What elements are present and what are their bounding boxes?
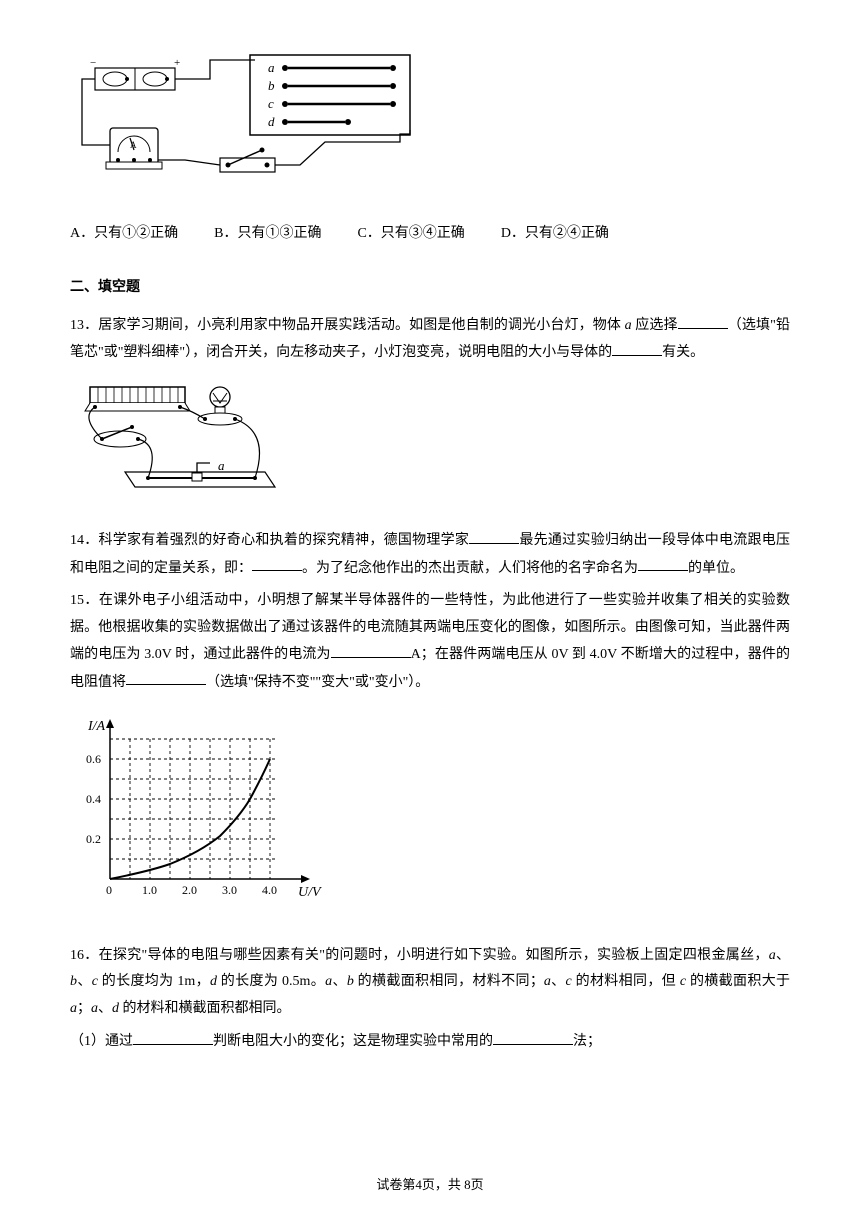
q14-p1: 14．科学家有着强烈的好奇心和执着的探究精神，德国物理学家 <box>70 533 469 548</box>
svg-text:1.0: 1.0 <box>142 883 157 897</box>
svg-text:+: + <box>174 57 180 69</box>
question-13: 13．居家学习期间，小亮利用家中物品开展实践活动。如图是他自制的调光小台灯，物体… <box>70 312 790 367</box>
option-c: C．只有③④正确 <box>357 221 464 248</box>
q14-blank-1 <box>469 527 519 544</box>
q16-sub1-tail: 法； <box>573 1034 601 1049</box>
option-b: B．只有①③正确 <box>214 221 321 248</box>
q16-sub1-blank-2 <box>493 1028 573 1045</box>
circuit-svg-2: a <box>70 377 300 497</box>
svg-text:A: A <box>130 140 137 150</box>
question-14: 14．科学家有着强烈的好奇心和执着的探究精神，德国物理学家最先通过实验归纳出一段… <box>70 527 790 582</box>
svg-text:0.6: 0.6 <box>86 752 101 766</box>
q14-p4: 的单位。 <box>688 560 744 575</box>
circuit-svg-1: a b c d − + A <box>70 50 420 190</box>
circuit-diagram-q12: a b c d − + A <box>70 50 790 201</box>
svg-text:0.4: 0.4 <box>86 792 101 806</box>
q15-p3: （选填"保持不变""变大"或"变小"）。 <box>206 674 429 689</box>
q16-sub1-pre: （1）通过 <box>70 1034 133 1049</box>
question-16-sub1: （1）通过 判断电阻大小的变化；这是物理实验中常用的 法； <box>70 1028 790 1055</box>
board-label-c: c <box>268 96 274 111</box>
q14-blank-3 <box>638 555 688 572</box>
page-footer: 试卷第4页，共 8页 <box>0 1173 860 1198</box>
svg-text:3.0: 3.0 <box>222 883 237 897</box>
q16-sub1-blank-1 <box>133 1028 213 1045</box>
iv-chart: I/A U/V 0 1.0 2.0 3.0 4.0 0.2 0.4 0.6 <box>70 706 790 923</box>
q16-p1: 16．在探究"导体的电阻与哪些因素有关"的问题时，小明进行如下实验。如图所示，实… <box>70 948 769 963</box>
svg-text:0.2: 0.2 <box>86 832 101 846</box>
x-axis-label: U/V <box>298 885 322 900</box>
q14-p3: 。为了纪念他作出的杰出贡献，人们将他的名字命名为 <box>302 560 638 575</box>
svg-text:−: − <box>90 57 96 69</box>
svg-text:0: 0 <box>106 883 112 897</box>
board-label-a: a <box>268 60 275 75</box>
svg-text:2.0: 2.0 <box>182 883 197 897</box>
option-a: A．只有①②正确 <box>70 221 178 248</box>
section-2-title: 二、填空题 <box>70 275 790 302</box>
q13-text-2: 应选择 <box>632 318 678 333</box>
y-axis-label: I/A <box>87 719 106 734</box>
q13-blank-2 <box>612 339 662 356</box>
q13-blank-1 <box>678 312 728 329</box>
question-15: 15．在课外电子小组活动中，小明想了解某半导体器件的一些特性，为此他进行了一些实… <box>70 588 790 696</box>
option-d: D．只有②④正确 <box>501 221 609 248</box>
q13-text-1: 13．居家学习期间，小亮利用家中物品开展实践活动。如图是他自制的调光小台灯，物体 <box>70 318 625 333</box>
q16-sub1-mid: 判断电阻大小的变化；这是物理实验中常用的 <box>213 1034 493 1049</box>
mc-options: A．只有①②正确 B．只有①③正确 C．只有③④正确 D．只有②④正确 <box>70 221 790 248</box>
question-16: 16．在探究"导体的电阻与哪些因素有关"的问题时，小明进行如下实验。如图所示，实… <box>70 943 790 1023</box>
q13-a: a <box>625 318 632 333</box>
q15-blank-1 <box>331 641 411 658</box>
q13-tail: 有关。 <box>662 345 704 360</box>
q14-blank-2 <box>252 555 302 572</box>
pencil-label-a: a <box>218 458 225 473</box>
circuit-diagram-q13: a <box>70 377 790 508</box>
q13-hint: （选填 <box>728 318 771 333</box>
svg-text:4.0: 4.0 <box>262 883 277 897</box>
q15-blank-2 <box>126 669 206 686</box>
board-label-b: b <box>268 78 275 93</box>
board-label-d: d <box>268 114 275 129</box>
iv-chart-svg: I/A U/V 0 1.0 2.0 3.0 4.0 0.2 0.4 0.6 <box>70 714 330 904</box>
